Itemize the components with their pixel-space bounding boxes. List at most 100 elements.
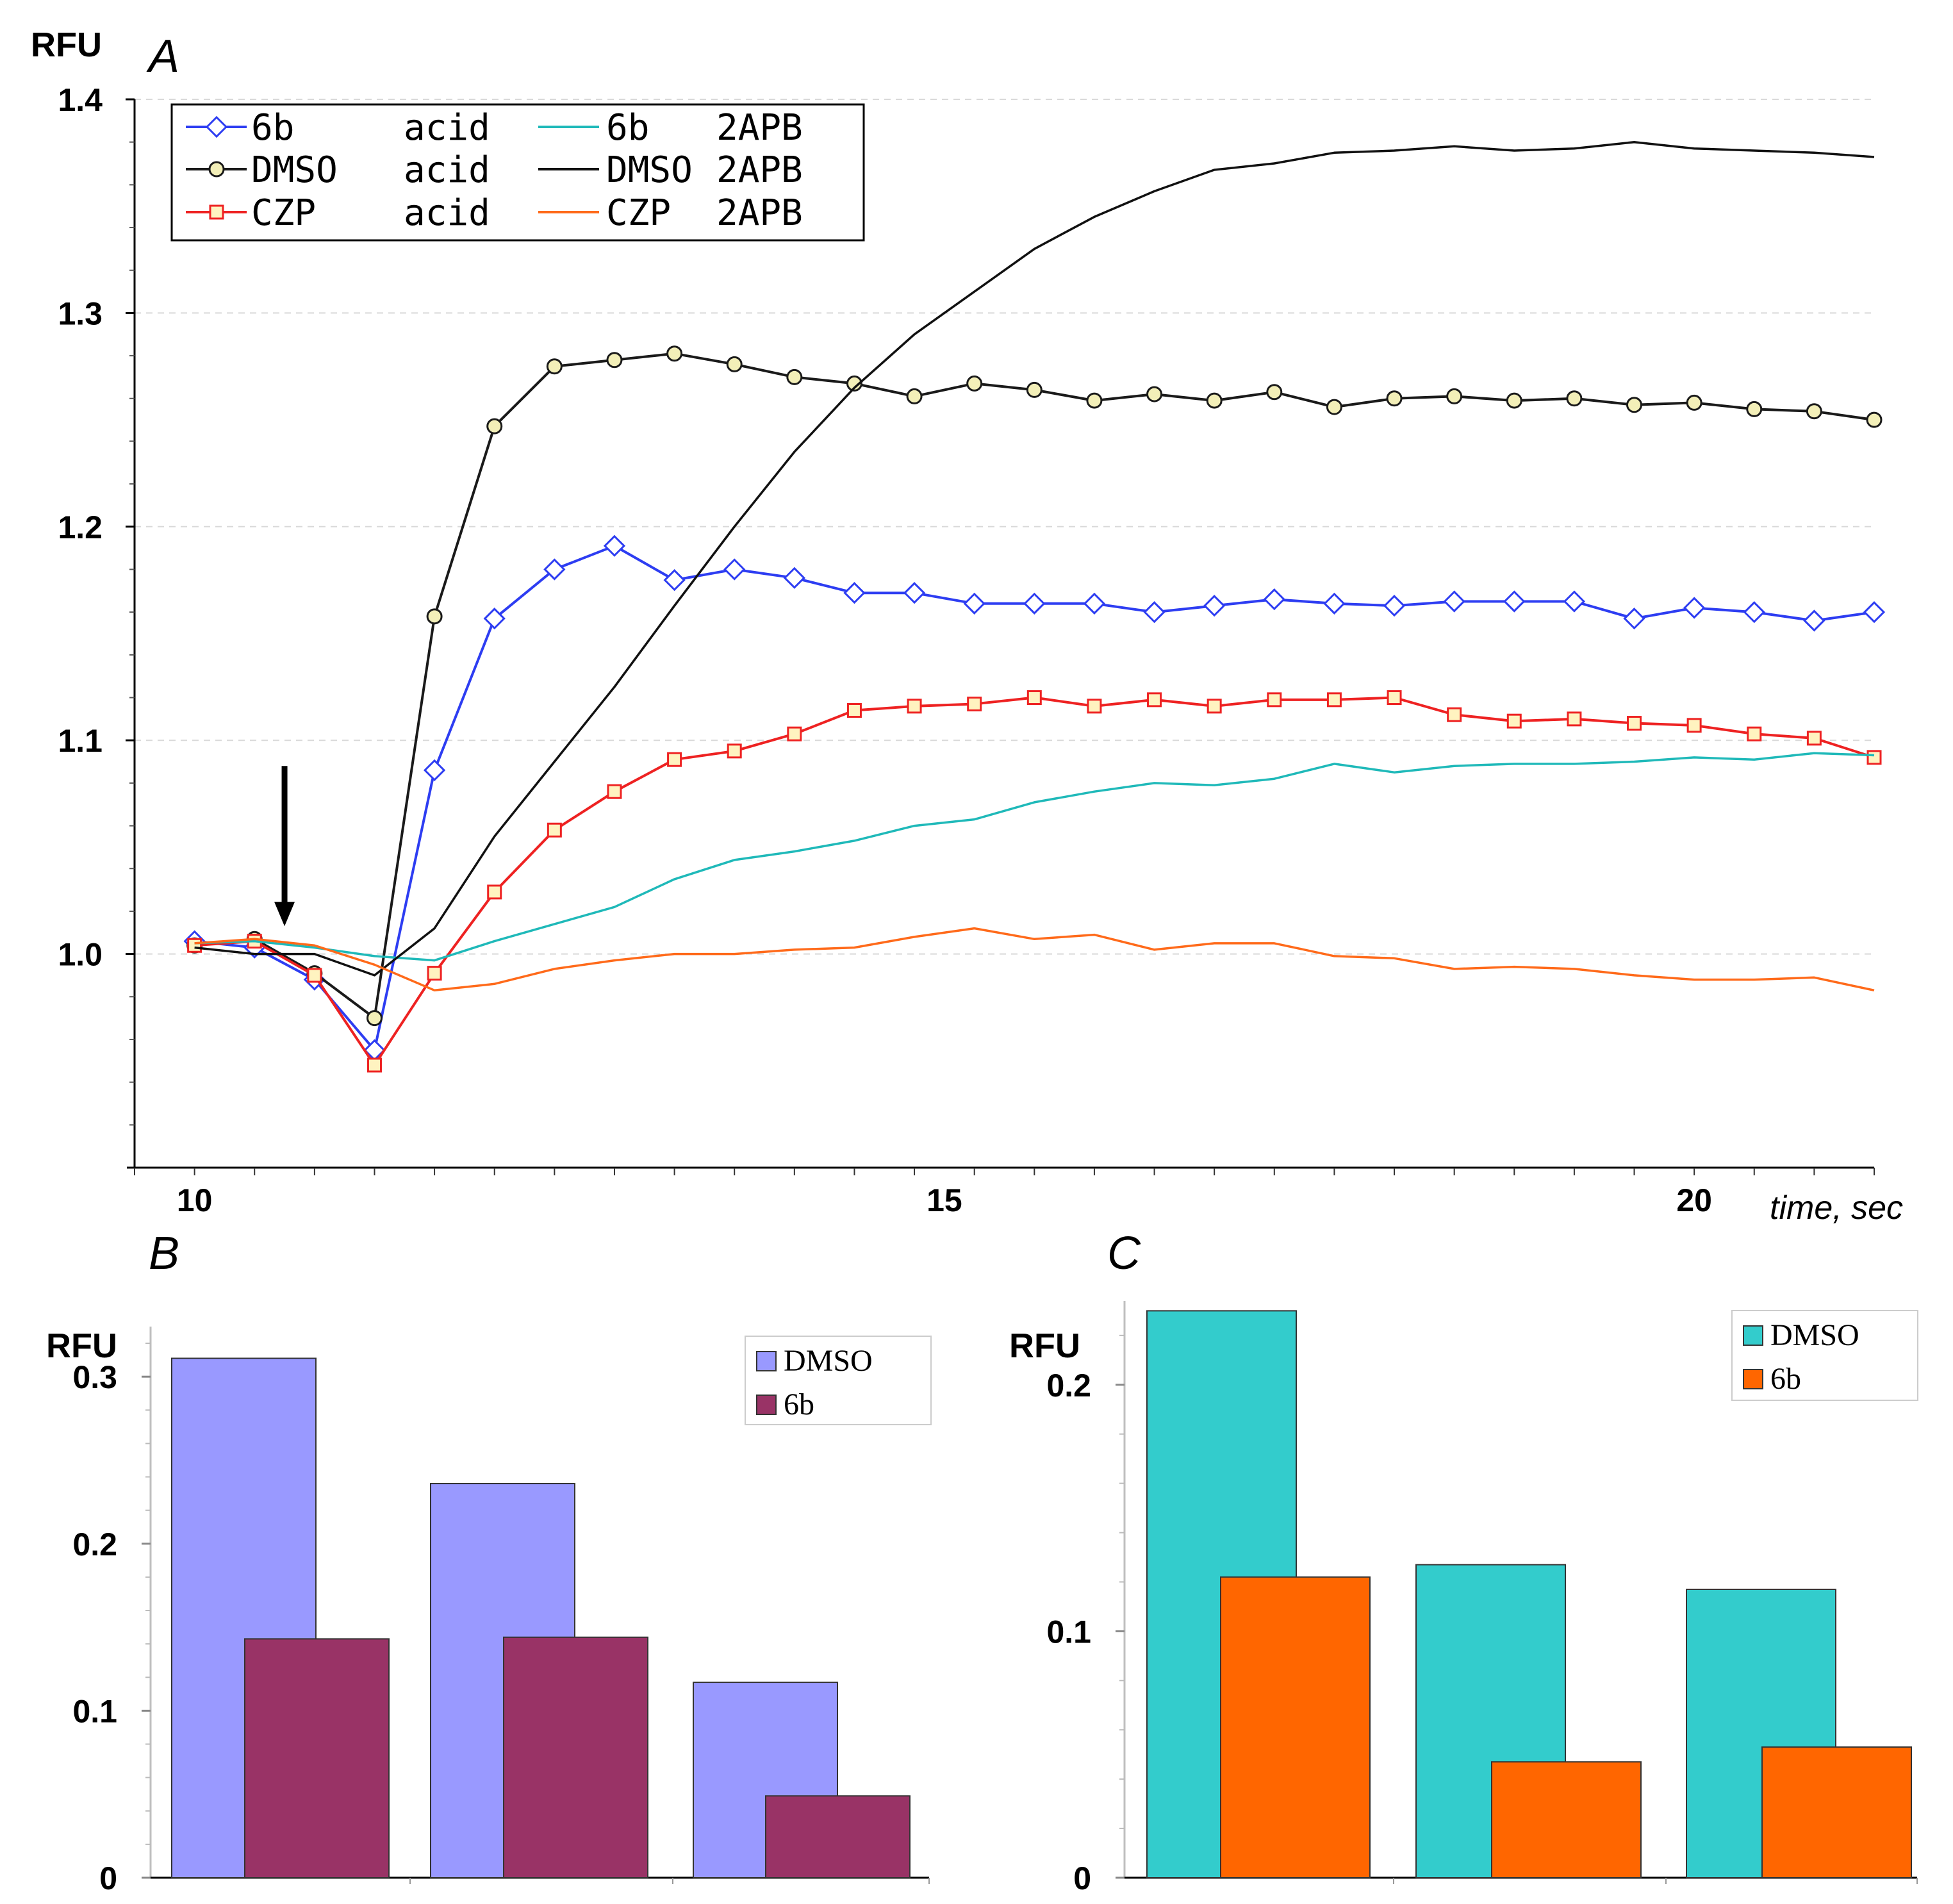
panel-c-legend-swatch <box>1743 1369 1763 1389</box>
data-point-dmso-acid <box>906 388 923 404</box>
panel-a-legend: 6b acid DMSO acid CZP acid 6b 2APB DMSO 2APB CZP 2A… <box>170 103 865 242</box>
panel-a-x-ticks: 10 15 20 <box>134 1168 1875 1218</box>
panel-a-series <box>183 140 1886 1073</box>
panel-c-legend-label: DMSO <box>1770 1318 1859 1352</box>
series-czp-2apb <box>194 927 1875 992</box>
legend-condition: 2APB <box>716 192 803 234</box>
panel-c-y-tick-label: 0.2 <box>1046 1368 1091 1403</box>
bar-6b-group-3 <box>765 1795 911 1878</box>
data-point-6b-acid <box>1863 601 1886 624</box>
data-point-dmso-acid <box>366 1010 383 1027</box>
data-point-dmso-acid <box>726 356 743 372</box>
data-point-dmso-acid <box>1566 390 1583 407</box>
data-point-dmso-acid <box>786 368 803 385</box>
panel-c-y-tick-label: 0.1 <box>1046 1614 1091 1650</box>
panel-c-legend-swatch <box>1743 1325 1763 1346</box>
data-point-6b-acid <box>783 567 805 589</box>
series-line-czp-2apb <box>194 927 1875 992</box>
panel-a-y-tick-label: 1.2 <box>58 509 103 545</box>
data-point-6b-acid <box>1803 609 1825 632</box>
panel-b-y-tick-label: 0.3 <box>72 1359 117 1395</box>
data-point-6b-acid <box>603 534 626 557</box>
data-point-dmso-acid <box>966 375 983 392</box>
data-point-czp-acid <box>367 1057 382 1073</box>
data-point-dmso-acid <box>606 352 623 368</box>
data-point-czp-acid <box>307 968 322 983</box>
series-line-dmso-acid <box>194 352 1875 1020</box>
panel-c-legend-item: 6b <box>1743 1362 1801 1396</box>
data-point-czp-acid <box>187 938 202 953</box>
panel-a-x-tick-label: 10 <box>177 1182 213 1218</box>
panel-b-legend-swatch <box>756 1395 777 1415</box>
arrow-head <box>274 902 295 927</box>
panel-c-y-axis-title: RFU <box>1009 1327 1080 1365</box>
data-point-dmso-acid <box>546 358 563 375</box>
panel-a-line-chart: RFU time, sec 1.0 1.1 1.2 1.3 1.4 10 15 20 6b a… <box>31 26 1903 1227</box>
data-point-czp-acid <box>547 822 562 838</box>
data-point-6b-acid <box>423 759 446 781</box>
data-point-dmso-acid <box>486 418 503 435</box>
panel-c-legend-label: 6b <box>1770 1362 1801 1396</box>
panel-a-y-tick-label: 1.4 <box>58 82 103 118</box>
data-point-dmso-acid <box>846 375 862 392</box>
panel-a-x-tick-label: 15 <box>927 1182 962 1218</box>
panel-b-legend-swatch <box>756 1351 777 1371</box>
panel-a-x-axis-title: time, sec <box>1770 1189 1903 1227</box>
data-point-6b-acid <box>1743 601 1765 624</box>
data-point-6b-acid <box>1023 592 1046 615</box>
data-point-dmso-acid <box>1626 397 1643 413</box>
data-point-dmso-acid <box>666 345 683 362</box>
panel-a-label: A <box>146 31 179 82</box>
data-point-6b-acid <box>723 558 746 581</box>
legend-condition: acid <box>404 107 490 149</box>
panel-b-legend-item: 6b <box>756 1387 814 1421</box>
legend-item: CZP acid <box>186 192 490 234</box>
bar-6b-group-1 <box>1220 1576 1371 1879</box>
data-point-czp-acid <box>727 743 742 759</box>
data-point-czp-acid <box>427 966 442 981</box>
series-6b-acid <box>183 534 1886 1061</box>
data-point-czp-acid <box>1747 726 1762 741</box>
panel-b-label: B <box>149 1228 179 1279</box>
series-line-dmso-2apb <box>194 140 1875 977</box>
data-point-czp-acid <box>1387 690 1402 706</box>
panel-b-legend-item: DMSO <box>756 1344 873 1378</box>
data-point-czp-acid <box>967 697 982 712</box>
legend-swatch-marker <box>205 115 228 138</box>
data-point-czp-acid <box>1627 716 1642 731</box>
data-point-6b-acid <box>1563 590 1586 613</box>
series-6b-2apb <box>194 752 1875 962</box>
legend-condition: 2APB <box>716 107 803 149</box>
bar-6b-group-3 <box>1761 1746 1912 1878</box>
data-point-czp-acid <box>787 726 802 741</box>
data-point-czp-acid <box>846 703 862 718</box>
panel-b-bar-chart: RFU 0 0.1 0.2 0.3 DMSO 6b <box>46 1327 932 1896</box>
panel-b-legend-label: 6b <box>784 1387 814 1421</box>
data-point-6b-acid <box>1383 595 1406 617</box>
data-point-dmso-acid <box>1746 401 1763 417</box>
data-point-6b-acid <box>903 582 926 604</box>
data-point-6b-acid <box>1323 592 1346 615</box>
data-point-czp-acid <box>907 699 922 714</box>
data-point-czp-acid <box>1207 699 1222 714</box>
legend-item: DMSO 2APB <box>538 149 803 191</box>
data-point-6b-acid <box>843 582 866 604</box>
data-point-czp-acid <box>487 884 502 900</box>
data-point-dmso-acid <box>1026 381 1042 398</box>
stimulus-arrow <box>274 766 295 927</box>
data-point-czp-acid <box>1567 711 1582 727</box>
data-point-czp-acid <box>1447 707 1462 722</box>
panel-a-y-axis-title: RFU <box>31 26 102 64</box>
data-point-czp-acid <box>1506 713 1522 729</box>
legend-name: CZP <box>606 192 671 234</box>
bar-6b-group-2 <box>503 1636 648 1879</box>
data-point-dmso-acid <box>1206 392 1223 409</box>
legend-item: 6b 2APB <box>538 107 803 149</box>
panel-c-bar-chart: RFU 0 0.1 0.2 DMSO 6b <box>1009 1301 1918 1896</box>
data-point-dmso-acid <box>1146 386 1163 402</box>
data-point-dmso-acid <box>1446 388 1463 404</box>
data-point-6b-acid <box>483 608 506 630</box>
data-point-czp-acid <box>1866 750 1882 765</box>
data-point-6b-acid <box>1683 597 1706 619</box>
